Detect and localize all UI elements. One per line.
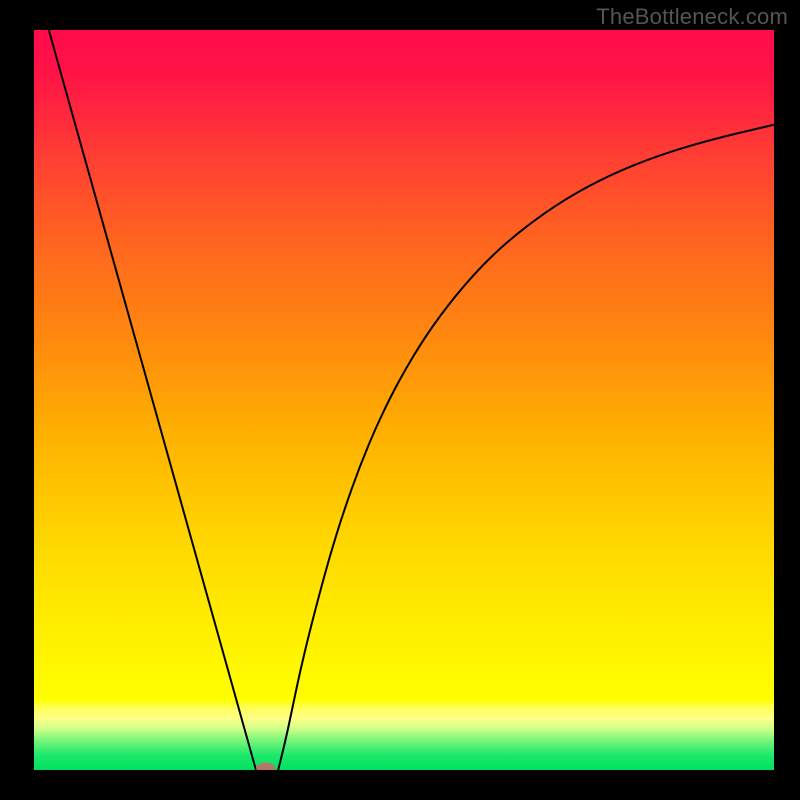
chart-container: TheBottleneck.com (0, 0, 800, 800)
chart-svg (34, 30, 774, 770)
watermark: TheBottleneck.com (596, 4, 788, 30)
watermark-text: TheBottleneck.com (596, 4, 788, 29)
plot-area (34, 30, 774, 770)
chart-background (34, 30, 774, 770)
